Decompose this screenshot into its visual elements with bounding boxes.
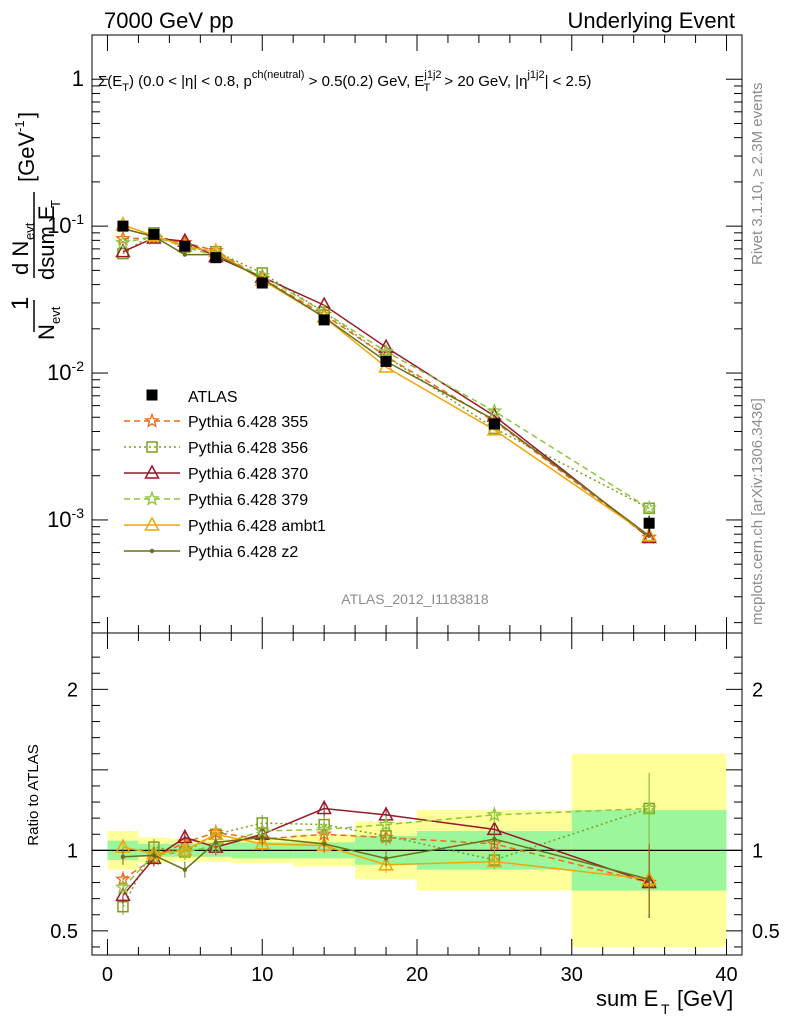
- atlas-data-point: [643, 517, 655, 529]
- atlas-data-point: [256, 277, 268, 289]
- legend-label: Pythia 6.428 370: [188, 466, 308, 483]
- ratio-y-tick-label: 0.5: [50, 921, 78, 943]
- energy-label: 7000 GeV pp: [104, 8, 234, 33]
- topic-label: Underlying Event: [567, 8, 735, 33]
- atlas-data-point: [117, 220, 129, 232]
- ratio-point: [492, 836, 497, 842]
- analysis-id-label: ATLAS_2012_I1183818: [341, 591, 489, 607]
- x-tick-label: 10: [251, 964, 273, 986]
- atlas-data-point: [179, 240, 191, 252]
- selection-label: Σ(ET) (0.0 < |η| < 0.8, pch(neutral) > 0…: [98, 69, 591, 94]
- svg-text:[GeV: [GeV: [14, 132, 39, 182]
- ratio-point: [115, 879, 131, 895]
- svg-text:d N: d N: [8, 241, 33, 275]
- atlas-data-point: [488, 418, 500, 430]
- ratio-point: [378, 816, 394, 832]
- y-tick-label: 10-2: [47, 358, 84, 385]
- main-y-axis-label: 1 N evt d N evt dsum E T [GeV -1 ]: [7, 112, 63, 340]
- ratio-point: [321, 841, 327, 847]
- svg-text:dsum E: dsum E: [34, 205, 59, 280]
- y-tick-label: 1: [72, 66, 84, 91]
- series-point: [182, 252, 188, 257]
- svg-text:T: T: [661, 1001, 670, 1017]
- legend-marker: [144, 412, 160, 428]
- y-tick-label: 10-3: [47, 505, 84, 532]
- svg-text:T: T: [48, 200, 63, 208]
- x-tick-label: 0: [102, 964, 113, 986]
- legend-label: Pythia 6.428 356: [188, 440, 308, 457]
- ratio-point: [115, 886, 131, 902]
- series-point: [641, 500, 657, 516]
- ratio-point: [213, 840, 219, 845]
- ratio-y-tick-label: 2: [67, 679, 78, 701]
- x-tick-label: 30: [561, 964, 583, 986]
- main-y-axis-ticks: 10-3 10-2 10-1 1: [47, 34, 742, 624]
- legend-label: Pythia 6.428 z2: [188, 544, 298, 561]
- series-point: [378, 343, 394, 359]
- svg-text:-1: -1: [12, 120, 27, 132]
- legend-label: Pythia 6.428 379: [188, 492, 308, 509]
- legend-marker: [144, 464, 160, 479]
- ratio-y-tick-label: 2: [752, 679, 763, 701]
- svg-text:]: ]: [14, 112, 39, 118]
- ratio-point: [646, 877, 652, 882]
- legend-marker: [144, 490, 160, 506]
- ratio-point: [177, 841, 193, 857]
- atlas-data-point: [148, 228, 160, 240]
- ratio-axis-ticks: 0 10 20 30 40 0.5 0.5 1 1 2 2: [50, 35, 780, 986]
- atlas-data-point: [210, 252, 222, 264]
- svg-text:evt: evt: [48, 306, 63, 324]
- ratio-point: [182, 867, 188, 872]
- x-axis-label: sum E T [GeV]: [596, 986, 733, 1017]
- legend-marker: [144, 516, 160, 531]
- ratio-series: [115, 773, 658, 918]
- ratio-y-tick-label: 1: [67, 840, 78, 862]
- series-point: [115, 234, 131, 250]
- legend: ATLAS Pythia 6.428 355 Pythia 6.428 356 Pyt…: [124, 389, 326, 561]
- ratio-point: [486, 853, 503, 868]
- svg-text:1: 1: [7, 297, 34, 310]
- series-point: [641, 528, 657, 544]
- legend-marker: [146, 441, 158, 453]
- svg-text:sum E: sum E: [596, 986, 658, 1011]
- x-tick-label: 40: [715, 964, 737, 986]
- legend-marker-atlas: [146, 389, 158, 401]
- ratio-point: [151, 852, 157, 858]
- legend-marker: [149, 548, 155, 554]
- ratio-point: [641, 800, 657, 816]
- atlas-data-point: [318, 314, 330, 326]
- svg-text:N: N: [34, 324, 59, 340]
- svg-text:Σ(ET) (0.0 < |η| < 0.8, pch(ne: Σ(ET) (0.0 < |η| < 0.8, pch(neutral) > 0…: [98, 69, 591, 94]
- ratio-point: [383, 856, 389, 861]
- ratio-point: [378, 856, 394, 871]
- legend-label: Pythia 6.428 355: [188, 414, 308, 431]
- rivet-version-label: Rivet 3.1.10, ≥ 2.3M events: [749, 83, 766, 266]
- x-tick-label: 20: [406, 964, 428, 986]
- series-point: [641, 527, 657, 542]
- series-point: [115, 243, 131, 258]
- ratio-point: [316, 821, 333, 837]
- series-point: [486, 402, 503, 418]
- series-point: [646, 533, 652, 538]
- ratio-y-tick-label: 1: [752, 840, 763, 862]
- ratio-point: [260, 835, 265, 840]
- svg-text:[GeV]: [GeV]: [677, 986, 733, 1011]
- mcplots-label: mcplots.cern.ch [arXiv:1306.3436]: [749, 398, 766, 625]
- legend-label: Pythia 6.428 ambt1: [188, 518, 326, 535]
- ratio-point: [486, 806, 503, 822]
- ratio-point: [120, 854, 126, 859]
- y-tick-label: 10-1: [47, 211, 84, 238]
- series-line: [122, 224, 650, 537]
- ratio-y-axis-label: Ratio to ATLAS: [25, 744, 42, 845]
- atlas-data-points: [117, 220, 655, 532]
- ratio-point: [254, 835, 270, 850]
- legend-label-atlas: ATLAS: [188, 389, 238, 406]
- series-line: [122, 227, 650, 537]
- ratio-y-tick-label: 0.5: [752, 921, 780, 943]
- ratio-point: [316, 799, 332, 815]
- atlas-data-point: [380, 355, 392, 367]
- series-point: [115, 230, 131, 246]
